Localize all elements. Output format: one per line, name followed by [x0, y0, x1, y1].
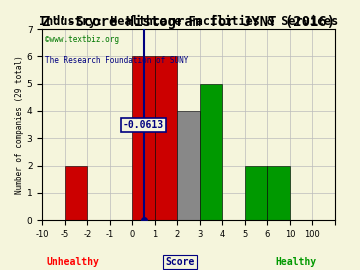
Text: Score: Score [165, 257, 195, 267]
Bar [177, 111, 200, 220]
Text: -0.0613: -0.0613 [123, 120, 164, 130]
Bar [132, 56, 155, 220]
Y-axis label: Number of companies (29 total): Number of companies (29 total) [15, 55, 24, 194]
Text: Healthy: Healthy [276, 257, 317, 267]
Bar [245, 166, 267, 220]
Bar [267, 166, 290, 220]
Text: Unhealthy: Unhealthy [47, 257, 100, 267]
Bar [155, 56, 177, 220]
Text: ©www.textbiz.org: ©www.textbiz.org [45, 35, 119, 44]
Bar [200, 84, 222, 220]
Bar [65, 166, 87, 220]
Text: The Research Foundation of SUNY: The Research Foundation of SUNY [45, 56, 189, 65]
Text: Industry: Healthcare Facilities & Services: Industry: Healthcare Facilities & Servic… [39, 15, 338, 28]
Title: Z''-Score Histogram for JYNT (2016): Z''-Score Histogram for JYNT (2016) [42, 15, 335, 29]
